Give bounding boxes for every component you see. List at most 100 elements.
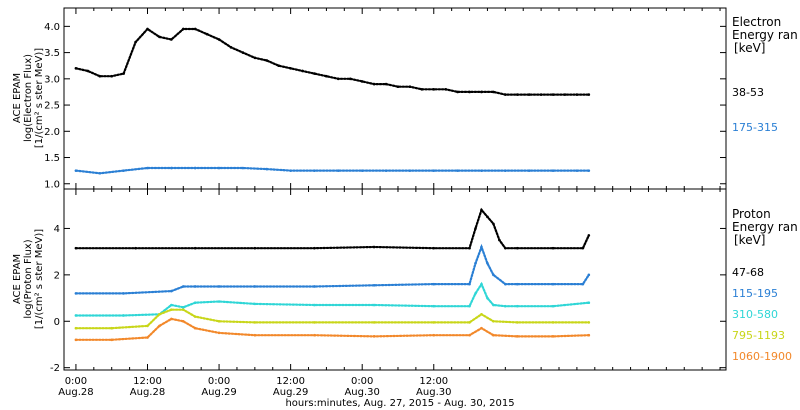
data-point (587, 301, 591, 305)
y-tick-label: 2.5 (44, 101, 60, 112)
x-tick-label: 12:00 (276, 376, 305, 387)
data-point (486, 261, 489, 265)
series-trace-47-68 (74, 207, 590, 250)
proton-ylabel-line-2: log(Proton Flux) (23, 239, 34, 318)
data-point (515, 282, 519, 286)
data-point (539, 93, 543, 96)
data-point (515, 321, 519, 324)
data-point (360, 80, 364, 83)
x-tick-label: 0:00 (65, 376, 87, 387)
data-point (432, 88, 436, 91)
data-point (253, 321, 257, 324)
data-point (74, 246, 78, 250)
legend-entry: 38-53 (732, 86, 764, 99)
proton-ylabel: ACE EPAM log(Proton Flux) [1/(cm² s ster… (12, 229, 45, 329)
data-point (575, 169, 579, 172)
data-point (74, 314, 78, 317)
data-point (587, 321, 591, 324)
data-point (432, 333, 436, 337)
data-point (515, 246, 519, 250)
data-point (468, 333, 471, 337)
data-point (587, 234, 591, 237)
y-tick-label: 0 (54, 317, 60, 328)
proton-ylabel-line-3: [1/(cm² s ster MeV)] (34, 229, 45, 329)
data-point (217, 166, 221, 170)
data-point (456, 90, 459, 94)
data-point (181, 27, 185, 31)
data-point (551, 304, 555, 308)
series-trace-115-195 (74, 243, 590, 295)
legend-entry: 795-1193 (732, 329, 785, 342)
x-tick-date: Aug.29 (201, 387, 236, 398)
data-point (74, 326, 78, 330)
data-point (193, 246, 197, 250)
legend-entry: 115-195 (732, 287, 778, 300)
data-point (551, 169, 555, 172)
data-point (480, 313, 483, 316)
data-point (146, 166, 149, 170)
data-point (474, 292, 477, 295)
data-point (86, 69, 90, 73)
data-point (217, 319, 221, 323)
data-point (581, 282, 585, 286)
data-point (432, 169, 436, 172)
data-point (289, 67, 292, 70)
data-point (587, 273, 591, 277)
electron-legend-title-3: [keV] (734, 41, 765, 55)
data-point (492, 333, 495, 337)
data-point (492, 273, 495, 277)
data-point (486, 215, 489, 219)
series-trace-1060-1900 (74, 317, 590, 341)
data-point (313, 72, 316, 75)
data-point (313, 333, 316, 337)
data-point (181, 319, 185, 323)
data-point (193, 326, 197, 330)
y-tick-label: 2 (54, 270, 60, 281)
data-point (229, 46, 233, 49)
legend-entry: 47-68 (732, 266, 764, 279)
data-point (504, 282, 507, 286)
data-point (217, 285, 221, 288)
data-point (158, 35, 161, 39)
proton-legend-title-2: Energy ran (732, 220, 798, 234)
data-point (313, 285, 316, 288)
data-point (551, 246, 555, 250)
data-point (337, 77, 340, 81)
data-point (253, 302, 257, 306)
data-point (74, 169, 78, 172)
data-point (313, 246, 316, 250)
data-point (122, 72, 125, 75)
data-point (372, 284, 376, 287)
data-point (480, 245, 483, 249)
data-point (325, 74, 328, 78)
electron-legend-title-1: Electron (732, 15, 781, 29)
data-point (170, 303, 173, 307)
data-point (486, 296, 489, 300)
y-tick-label: 4 (54, 224, 60, 235)
data-point (480, 282, 483, 286)
data-point (527, 93, 531, 96)
y-tick-label: 3.0 (44, 74, 60, 85)
data-point (253, 246, 257, 250)
x-tick-label: 12:00 (133, 376, 162, 387)
data-point (474, 261, 477, 265)
data-point (504, 93, 507, 96)
data-point (504, 304, 507, 308)
x-axis-title: hours:minutes, Aug. 27, 2015 - Aug. 30, … (285, 398, 514, 409)
data-point (527, 169, 531, 172)
data-point (432, 282, 436, 286)
data-point (551, 93, 555, 96)
data-point (158, 324, 161, 328)
data-point (337, 169, 340, 172)
data-point (396, 85, 400, 88)
data-point (241, 166, 245, 170)
data-point (170, 308, 173, 311)
x-tick-date: Aug.30 (344, 387, 379, 398)
data-point (253, 285, 257, 288)
data-point (480, 169, 483, 172)
data-point (217, 300, 221, 303)
data-point (301, 69, 304, 73)
data-point (193, 27, 197, 31)
electron-ylabel-line-3: [1/(cm² s ster MeV)] (34, 48, 45, 148)
